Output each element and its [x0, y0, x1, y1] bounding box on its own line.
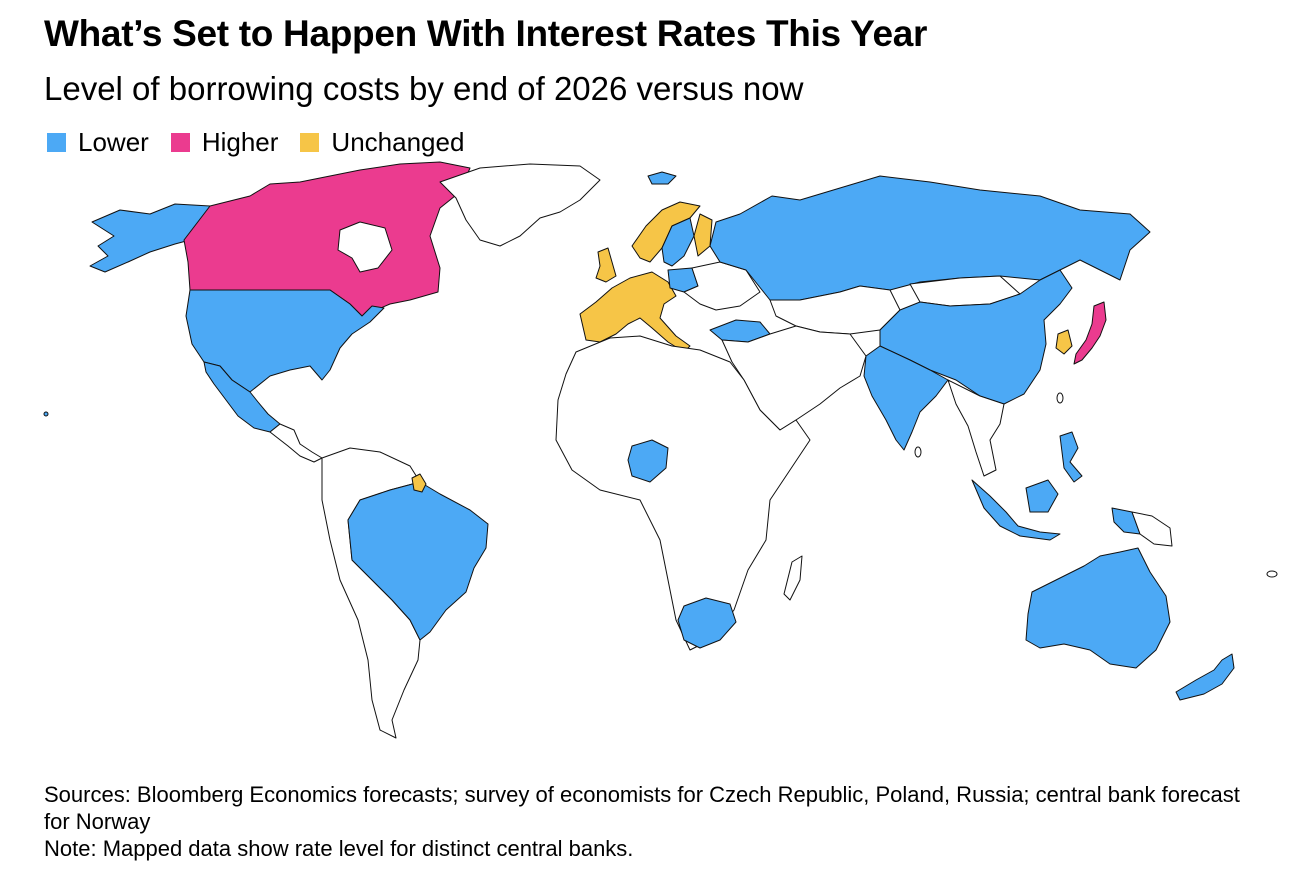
region-philippines: [1059, 431, 1083, 483]
region-south-africa: [677, 597, 737, 649]
region-nigeria: [627, 439, 669, 483]
legend-item-higher: Higher: [170, 126, 279, 158]
legend-label-lower: Lower: [78, 127, 149, 157]
region-madagascar: [783, 555, 803, 601]
region-iceland: [647, 171, 677, 185]
world-map: [43, 161, 1278, 739]
region-hudson-bay: [337, 221, 393, 273]
region-south-korea: [1055, 329, 1073, 355]
region-taiwan: [1056, 392, 1064, 404]
region-brazil: [347, 481, 489, 641]
region-papua: [1111, 507, 1141, 535]
region-central-america: [269, 423, 323, 463]
footnote-note: Note: Mapped data show rate level for di…: [44, 836, 634, 861]
region-alaska: [89, 203, 211, 273]
legend: Lower Higher Unchanged: [47, 126, 486, 158]
region-indonesia: [971, 479, 1061, 541]
legend-swatch-higher: [170, 132, 190, 152]
legend-item-unchanged: Unchanged: [300, 126, 464, 158]
region-japan: [1073, 301, 1107, 365]
legend-swatch-unchanged: [300, 132, 320, 152]
region-fiji: [1266, 570, 1278, 578]
region-australia: [1025, 547, 1171, 669]
region-sri-lanka: [914, 446, 922, 458]
region-french-guiana: [411, 473, 427, 493]
region-southeast-asia: [947, 379, 1005, 477]
footnote-sources: Sources: Bloomberg Economics forecasts; …: [44, 782, 1240, 834]
region-finland: [693, 213, 713, 257]
chart-subtitle: Level of borrowing costs by end of 2026 …: [44, 70, 804, 107]
chart-title: What’s Set to Happen With Interest Rates…: [44, 13, 928, 54]
footnote: Sources: Bloomberg Economics forecasts; …: [44, 781, 1264, 862]
region-png: [1131, 511, 1173, 547]
legend-item-lower: Lower: [47, 126, 149, 158]
region-sweden: [661, 217, 695, 267]
legend-swatch-lower: [47, 132, 66, 152]
region-eurozone: [579, 271, 691, 353]
region-hawaii: [43, 411, 49, 417]
region-new-zealand: [1175, 653, 1235, 701]
region-greenland: [439, 163, 601, 247]
region-borneo: [1025, 479, 1059, 513]
legend-label-unchanged: Unchanged: [331, 127, 465, 157]
region-africa: [555, 335, 811, 651]
legend-label-higher: Higher: [201, 127, 279, 157]
region-united-kingdom: [595, 247, 617, 283]
region-india: [863, 345, 949, 451]
